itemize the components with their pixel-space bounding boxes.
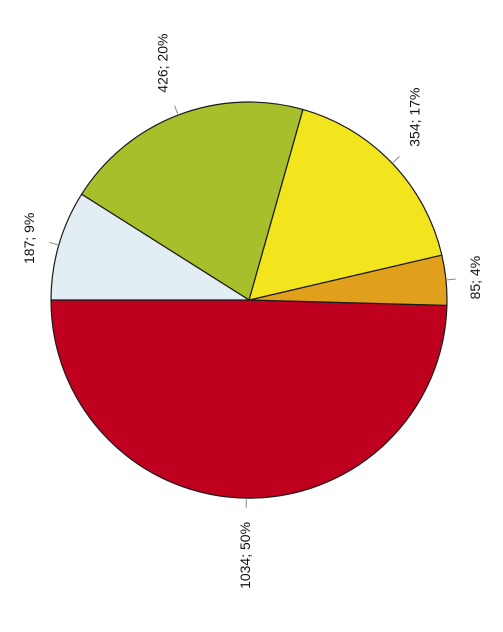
slice-labels: 1034; 50% 85; 4% 354; 17% 426; 20% 187; 9% xyxy=(21,34,483,589)
leader-line-2 xyxy=(391,156,400,164)
pie-slice-0 xyxy=(50,299,448,499)
slice-label-1: 85; 4% xyxy=(467,256,483,300)
leader-line-3 xyxy=(174,105,179,116)
pie-slice-4 xyxy=(50,193,250,301)
slice-label-0: 1034; 50% xyxy=(237,522,253,589)
label-leader-lines xyxy=(49,105,456,508)
slice-label-2: 354; 17% xyxy=(407,88,423,147)
slice-label-4: 187; 9% xyxy=(21,213,37,264)
pie-slices xyxy=(50,101,448,499)
pie-slice-3 xyxy=(80,101,304,301)
pie-slice-2 xyxy=(248,108,443,301)
leader-line-4 xyxy=(49,241,59,246)
leader-line-1 xyxy=(445,278,456,281)
slice-label-3: 426; 20% xyxy=(155,34,171,93)
